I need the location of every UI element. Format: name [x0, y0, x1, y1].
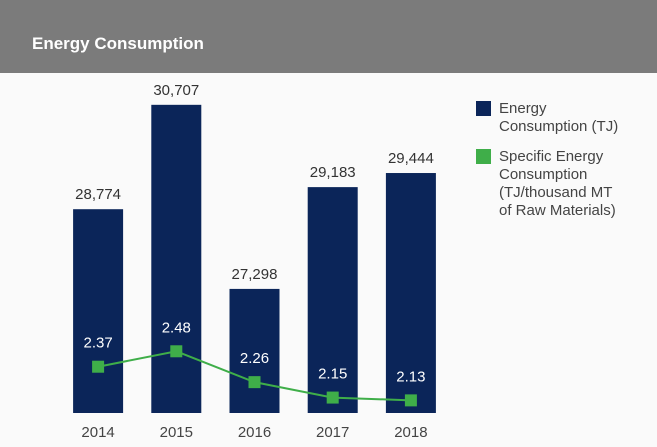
line-value-label: 2.48: [162, 319, 191, 336]
line-marker: [248, 376, 261, 389]
chart-title: Energy Consumption: [32, 34, 204, 53]
bar: [229, 288, 280, 413]
bar-value-label: 29,444: [388, 150, 434, 167]
line-value-label: 2.37: [83, 335, 112, 352]
legend-swatch: [476, 101, 491, 116]
bar-value-label: 30,707: [153, 82, 199, 99]
bar-value-label: 29,183: [310, 164, 356, 181]
legend: Energy Consumption (TJ) Specific Energy C…: [476, 100, 656, 232]
bar: [151, 104, 202, 414]
bar-value-label: 27,298: [232, 266, 278, 283]
x-tick-label: 2016: [238, 424, 271, 441]
line-value-label: 2.26: [240, 350, 269, 367]
x-tick-label: 2018: [394, 424, 427, 441]
bar: [307, 187, 358, 413]
legend-swatch: [476, 149, 491, 164]
line-value-label: 2.15: [318, 366, 347, 383]
bar-value-label: 28,774: [75, 186, 121, 203]
legend-label: Specific Energy Consumption (TJ/thousand…: [499, 148, 616, 219]
line-marker: [170, 345, 183, 358]
x-tick-label: 2015: [160, 424, 193, 441]
bar: [385, 173, 436, 413]
line-marker: [404, 394, 417, 407]
bar: [73, 209, 124, 413]
legend-item: Energy Consumption (TJ): [476, 100, 656, 136]
legend-item: Specific Energy Consumption (TJ/thousand…: [476, 148, 656, 220]
header: Energy Consumption: [0, 0, 657, 73]
line-marker: [92, 360, 105, 373]
line-marker: [326, 391, 339, 404]
x-tick-label: 2017: [316, 424, 349, 441]
x-tick-label: 2014: [81, 424, 114, 441]
line-value-label: 2.13: [396, 368, 425, 385]
legend-label: Energy Consumption (TJ): [499, 100, 619, 135]
